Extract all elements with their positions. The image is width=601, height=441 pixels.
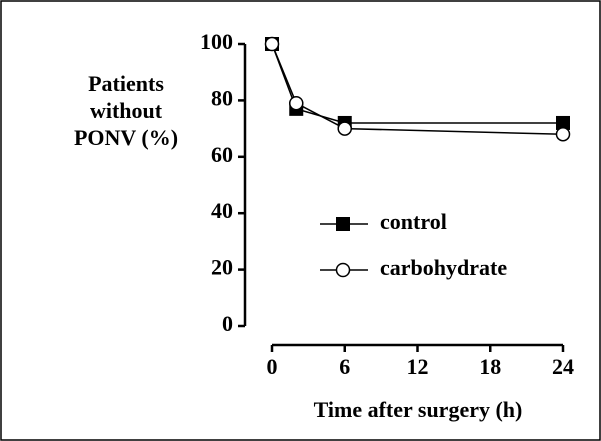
data-point [337,121,352,136]
y-axis-label: PONV (%) [74,125,178,150]
y-axis-label: without [90,98,163,123]
y-tick-label: 20 [211,255,233,280]
y-tick-label: 0 [222,311,233,336]
x-tick-label: 0 [267,354,278,379]
legend-marker [336,217,350,231]
data-point [555,126,571,142]
x-tick-label: 24 [552,354,574,379]
y-tick-label: 80 [211,85,233,110]
data-point [556,115,570,130]
legend-label: control [380,209,447,234]
y-tick-label: 100 [200,29,233,54]
series-line [271,43,564,135]
y-tick-label: 40 [211,198,233,223]
legend-label: carbohydrate [380,255,507,280]
y-axis-label: Patients [88,71,164,96]
data-point [264,36,280,52]
x-tick-label: 12 [407,354,429,379]
x-tick-label: 6 [339,354,350,379]
x-tick-label: 18 [479,354,501,379]
data-point [289,95,304,111]
y-tick-label: 60 [211,142,233,167]
legend-marker [335,262,351,278]
x-axis-label: Time after surgery (h) [314,397,523,422]
